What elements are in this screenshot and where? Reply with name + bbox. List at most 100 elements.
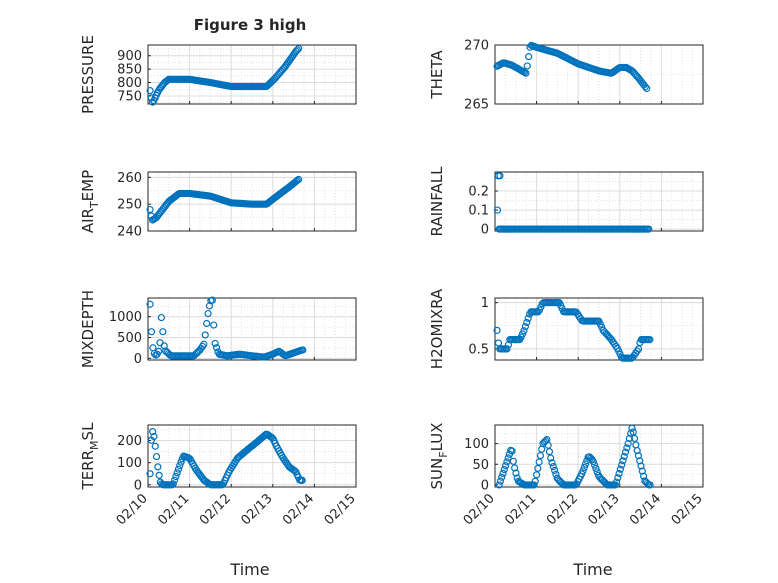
panel-sun_flux: 0 50 100 02/10 02/11 02/12 02/13 02/14 02/15 SUNF…: [428, 423, 706, 529]
data-point: [581, 460, 590, 468]
y-tick-label: 250: [117, 198, 142, 213]
y-axis-label: SUNFLUX: [428, 423, 450, 490]
y-tick-label: 0.1: [468, 204, 489, 219]
data-point: [520, 327, 528, 335]
data-point: [625, 434, 634, 443]
y-tick-label: 260: [117, 171, 142, 186]
data-point: [159, 328, 167, 336]
data-point: [293, 46, 301, 54]
data-point: [619, 457, 627, 465]
data-point: [545, 448, 554, 456]
data-point: [620, 452, 628, 461]
data-point: [637, 462, 645, 470]
figure-title: Figure 3 high: [194, 16, 307, 34]
data-point: [551, 466, 559, 475]
x-tick-label: 02/15: [669, 491, 706, 528]
y-axis-label: H2OMIXRA: [428, 288, 446, 369]
data-point: [200, 340, 208, 348]
data-point: [592, 464, 600, 472]
axes-box: [494, 297, 704, 361]
data-point: [621, 448, 630, 456]
data-point: [146, 205, 154, 214]
y-axis-label: MIXDEPTH: [79, 290, 97, 368]
data-point: [155, 471, 163, 479]
x-tick-label: 02/10: [461, 491, 498, 528]
data-point: [641, 83, 649, 91]
data-point: [170, 476, 179, 484]
data-point: [512, 469, 520, 477]
data-point: [646, 336, 654, 344]
y-tick-label: 50: [472, 458, 489, 473]
data-point: [579, 467, 587, 475]
data-point: [493, 326, 501, 334]
data-point: [172, 472, 180, 481]
data-point: [150, 432, 158, 441]
y-tick-label: 270: [464, 39, 489, 54]
axes-box: [494, 44, 704, 105]
data-point: [498, 473, 506, 481]
data-point: [523, 62, 531, 70]
y-axis-label: RAINFALL: [428, 166, 446, 237]
data-point: [299, 346, 307, 354]
axes-box: [147, 297, 357, 361]
data-point: [146, 86, 154, 95]
data-point: [174, 465, 183, 473]
data-point: [150, 349, 158, 358]
data-point: [549, 462, 557, 471]
data-point: [633, 446, 641, 455]
data-point: [646, 481, 654, 489]
panel-theta: 265 270 THETA: [428, 39, 704, 113]
data-point: [157, 313, 165, 322]
x-tick-label: 02/10: [114, 491, 151, 528]
data-point: [629, 428, 637, 436]
data-point: [173, 469, 181, 477]
panel-mixdepth: 0 500 1000 MIXDEPTH: [79, 290, 357, 368]
data-point: [509, 457, 517, 465]
y-axis-label: TERRMSL: [79, 422, 101, 491]
data-point: [211, 339, 219, 348]
data-point: [511, 464, 519, 472]
data-point: [521, 323, 529, 331]
x-tick-label: 02/14: [627, 491, 664, 528]
y-tick-label: 0: [481, 478, 489, 493]
y-tick-label: 240: [117, 225, 142, 240]
data-point: [618, 461, 626, 469]
data-point: [638, 467, 646, 475]
data-point: [616, 465, 624, 473]
data-point: [204, 309, 212, 318]
data-point: [624, 440, 632, 448]
y-tick-label: 0: [134, 352, 142, 367]
data-point: [169, 480, 177, 488]
y-tick-label: 1: [481, 296, 489, 311]
data-point: [639, 472, 648, 480]
x-tick-label: 02/12: [197, 491, 234, 528]
data-point: [499, 469, 507, 478]
data-point: [614, 474, 622, 482]
y-tick-label: 0.2: [468, 185, 489, 200]
y-tick-label: 265: [464, 98, 489, 113]
data-point: [531, 477, 539, 485]
data-point: [536, 451, 545, 460]
y-tick-label: 750: [117, 89, 142, 104]
data-point: [177, 458, 185, 466]
axes-box: [147, 44, 357, 105]
data-point: [634, 452, 643, 460]
data-point: [535, 458, 543, 466]
y-tick-label: 0: [481, 223, 489, 238]
x-tick-label: 02/11: [155, 491, 192, 528]
x-axis-label-right: Time: [572, 560, 612, 579]
data-point: [552, 470, 560, 478]
data-point: [508, 447, 516, 455]
data-point: [495, 481, 503, 489]
data-point: [502, 462, 510, 470]
y-tick-label: 850: [117, 63, 142, 78]
y-tick-label: 1000: [109, 310, 142, 325]
x-tick-label: 02/12: [544, 491, 581, 528]
data-point: [504, 454, 512, 462]
data-point: [149, 428, 157, 436]
data-point: [154, 463, 162, 471]
data-point: [525, 53, 533, 61]
y-axis-label: PRESSURE: [79, 35, 97, 114]
